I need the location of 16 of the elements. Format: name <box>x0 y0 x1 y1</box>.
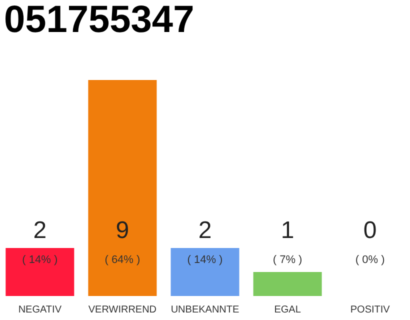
x-tick-label: NEGATIV <box>18 304 62 316</box>
x-tick-label: VERWIRREND <box>88 304 157 316</box>
annotation: ( 14% ) <box>22 254 58 266</box>
chart-title: 051755347 <box>4 0 194 41</box>
data-label: 2 <box>198 217 212 244</box>
annotation: ( 14% ) <box>187 254 223 266</box>
x-tick-label: POSITIV <box>350 304 390 316</box>
data-label: 1 <box>280 217 294 244</box>
data-label: 2 <box>33 217 47 244</box>
annotation: ( 64% ) <box>104 254 140 266</box>
data-label: 9 <box>116 217 130 244</box>
x-tick-label: EGAL <box>274 304 302 316</box>
data-label: 0 <box>363 217 377 244</box>
x-tick-label: UNBEKANNTE <box>170 304 240 316</box>
annotation: ( 7% ) <box>272 254 302 266</box>
annotation: ( 0% ) <box>355 254 385 266</box>
